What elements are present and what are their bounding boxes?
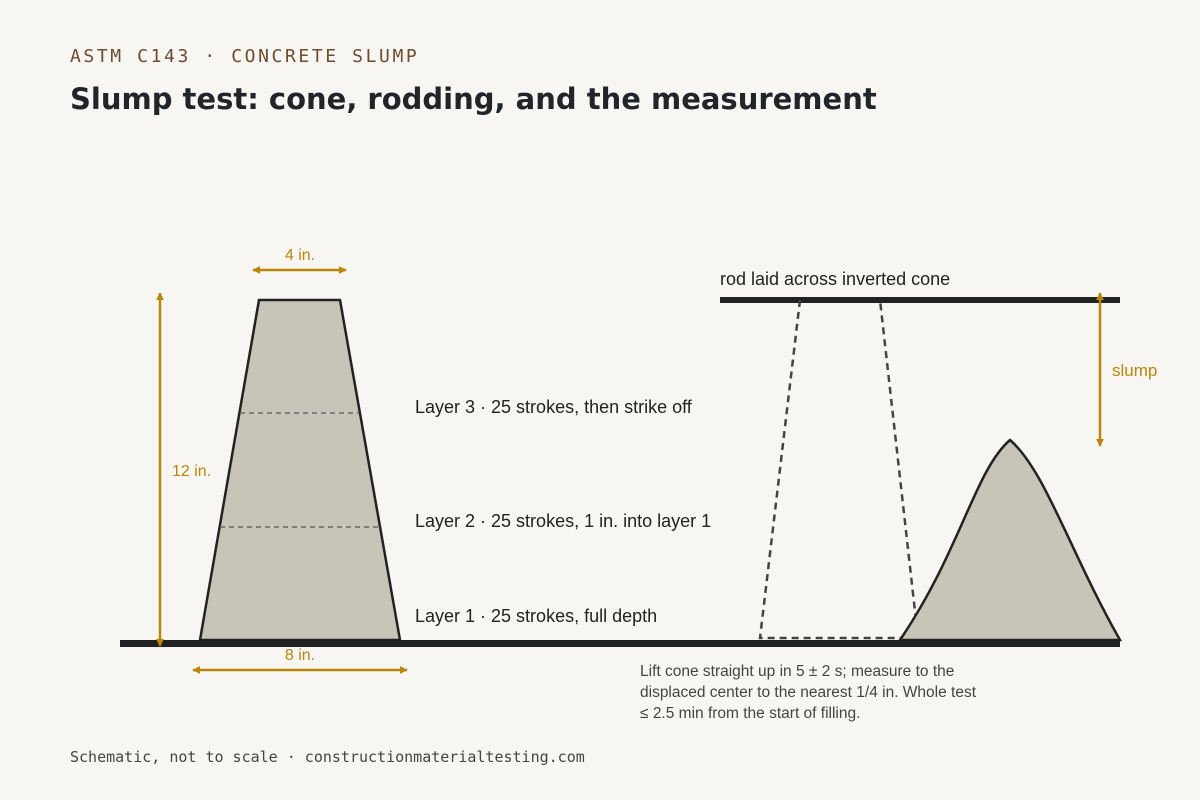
ground-line [120, 640, 1120, 647]
inverted-cone-outline [758, 299, 920, 640]
base-dimension-label: 8 in. [285, 647, 315, 664]
procedure-note-line-2: displaced center to the nearest 1/4 in. … [640, 684, 977, 701]
page-title: Slump test: cone, rodding, and the measu… [70, 82, 877, 116]
procedure-note-line-3: ≤ 2.5 min from the start of filling. [640, 705, 860, 722]
layer-2-label: Layer 2 · 25 strokes, 1 in. into layer 1 [415, 511, 711, 531]
slump-cone [198, 298, 402, 642]
height-dimension-label: 12 in. [172, 463, 211, 480]
layer-1-label: Layer 1 · 25 strokes, full depth [415, 606, 657, 626]
procedure-note-line-1: Lift cone straight up in 5 ± 2 s; measur… [640, 663, 954, 680]
slumped-concrete [897, 438, 1123, 642]
tamping-rod [720, 297, 1120, 303]
rod-label: rod laid across inverted cone [720, 269, 950, 289]
layer-3-label: Layer 3 · 25 strokes, then strike off [415, 397, 693, 417]
eyebrow-label: ASTM C143 · CONCRETE SLUMP [70, 46, 420, 67]
top-dimension-label: 4 in. [285, 247, 315, 264]
footer-caption: Schematic, not to scale · constructionma… [70, 748, 585, 766]
slump-label: slump [1112, 361, 1157, 380]
